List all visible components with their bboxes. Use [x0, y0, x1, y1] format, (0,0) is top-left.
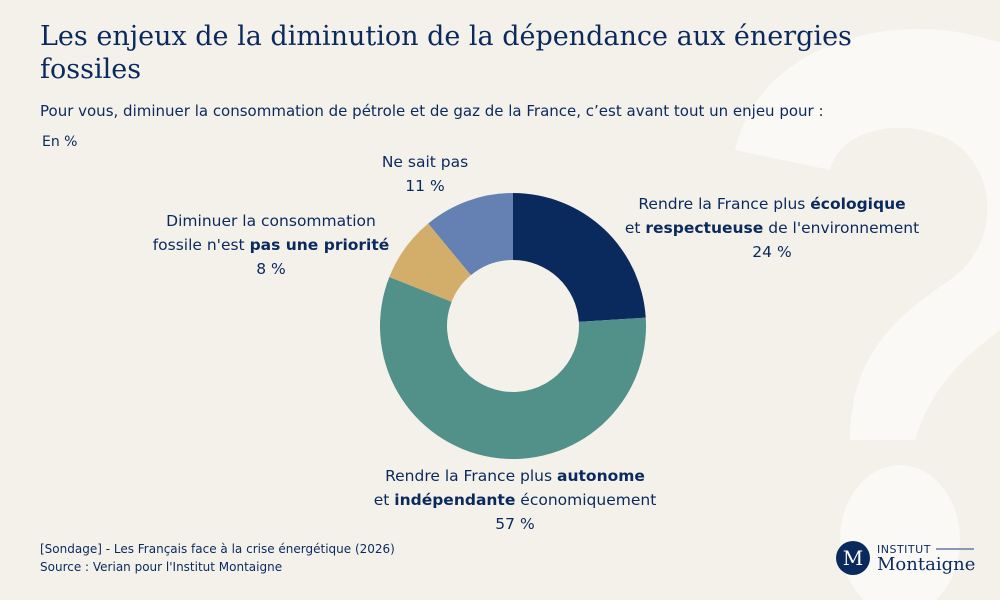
chart-subtitle: Pour vous, diminuer la consommation de p…	[40, 102, 824, 120]
footer-survey: [Sondage] - Les Français face à la crise…	[40, 542, 395, 556]
data-label: 11 %	[405, 177, 445, 195]
donut-slice-2	[389, 223, 471, 302]
unit-label: En %	[42, 134, 78, 150]
label-ecologique: Rendre la France plus écologique et resp…	[612, 192, 932, 264]
institut-montaigne-logo: M INSTITUT Montaigne	[836, 541, 975, 575]
label-ne-sait-pas: Ne sait pas 11 %	[340, 150, 510, 198]
data-label: 8 %	[256, 260, 286, 278]
donut-slice-3	[428, 193, 513, 276]
footer: [Sondage] - Les Français face à la crise…	[40, 540, 600, 576]
donut-slice-0	[513, 193, 646, 322]
data-label: 57 %	[495, 515, 535, 533]
footer-source: Source : Verian pour l'Institut Montaign…	[40, 560, 283, 574]
logo-mark: M	[836, 541, 870, 575]
label-text: Diminuer la consommation	[166, 212, 376, 230]
data-label: 24 %	[752, 243, 792, 261]
label-autonome: Rendre la France plus autonome et indépe…	[350, 464, 680, 536]
chart-title: Les enjeux de la diminution de la dépend…	[40, 21, 852, 85]
label-pas-priorite: Diminuer la consommation fossile n'est p…	[140, 209, 402, 281]
label-text: Ne sait pas	[381, 153, 469, 171]
donut-slice-1	[380, 277, 646, 459]
